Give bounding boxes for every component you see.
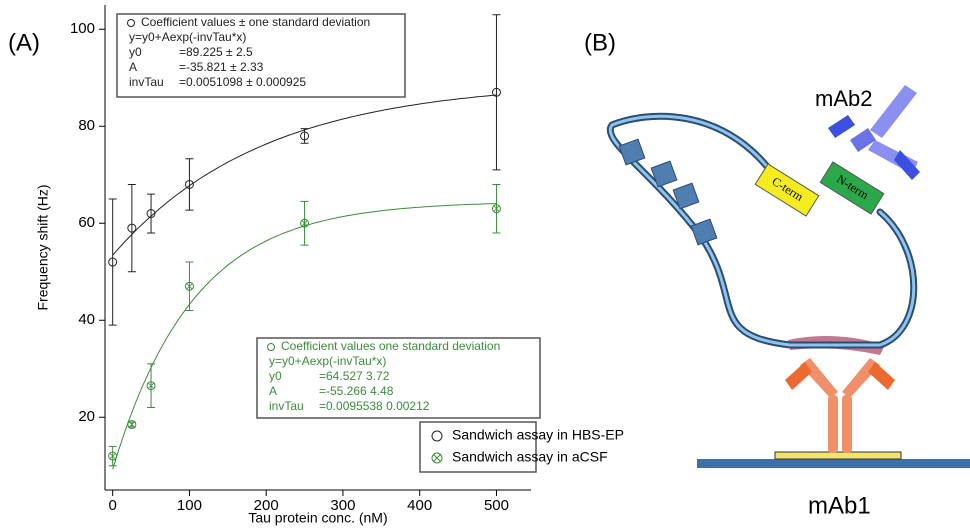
point [184,281,194,291]
fit-box-frame [116,13,406,98]
legend-symbol [431,430,443,442]
fit-box-value: =-55.266 4.48 [319,384,394,398]
point [108,257,118,267]
fit-box-symbol [267,343,275,351]
fit-box-equation: y=y0+Aexp(-invTau*x) [269,354,386,368]
fit-box-symbol [127,19,135,27]
fit-box-frame [256,337,541,419]
mab2-label: mAb2 [815,86,872,111]
legend-symbol [431,452,443,464]
point [146,381,156,391]
fit-box-param: A [269,384,277,398]
x-tick-label: 100 [177,497,202,514]
point [108,451,118,461]
fit-box: Coefficient values one standard deviatio… [256,337,541,419]
legend-label: Sandwich assay in aCSF [452,449,608,465]
legend-frame [419,421,537,473]
legend-label: Sandwich assay in HBS-EP [452,427,624,443]
x-tick-label: 500 [484,497,509,514]
fit-box-equation: y=y0+Aexp(-invTau*x) [129,30,246,44]
error-bar [185,158,194,211]
antibody-mab1 [785,358,895,453]
fit-box-value: =89.225 ± 2.5 [179,45,253,59]
repeat-domains [618,138,718,246]
error-bar [492,14,501,171]
x-tick-label: 0 [109,497,117,514]
error-bar [147,193,156,234]
electrode [774,451,902,460]
point-cross [128,421,135,428]
panel-label: (B) [584,29,616,56]
point-cross [147,382,155,389]
substrate [697,459,970,468]
y-axis-label: Frequency shift (Hz) [35,184,51,310]
y-tick-label: 80 [78,117,95,134]
fit-box: Coefficient values ± one standard deviat… [116,13,406,98]
point-cross [186,283,193,290]
fit-box-heading: Coefficient values ± one standard deviat… [141,15,370,29]
c-term-box: C-term [754,163,820,217]
antibody-mab2 [828,85,920,180]
y-tick-label: 20 [78,408,95,425]
mab1-label: mAb1 [808,492,871,519]
point [127,223,137,233]
point [300,131,310,141]
x-tick-label: 300 [330,497,355,514]
fit-box-value: =64.527 3.72 [319,369,390,383]
y-tick-label: 60 [78,214,95,231]
error-bar [108,198,117,326]
x-axis-label: Tau protein conc. (nM) [248,510,387,526]
fit-box-param: y0 [129,45,142,59]
point-cross [109,452,116,460]
point [184,179,194,189]
y-tick-label: 100 [70,20,95,37]
point-cross [493,205,500,212]
error-bar [127,183,136,273]
point-cross [301,220,308,227]
fit-box-param: A [129,60,137,74]
point [300,218,310,228]
fit-box-value: =0.0051098 ± 0.000925 [179,75,306,89]
point [146,209,156,219]
diagram: C-term N-term mAb2 mAb1 [606,85,970,519]
x-tick-label: 200 [254,497,279,514]
fit-box-param: invTau [129,75,164,89]
point [491,204,501,214]
n-term-box: N-term [819,161,885,215]
y-tick-label: 40 [78,311,95,328]
fit-box-value: =-35.821 ± 2.33 [179,60,264,74]
tau-highlight [608,114,916,347]
fit-box-param: invTau [269,399,304,413]
panel-label: (A) [8,29,40,56]
legend-symbol-cross [433,454,441,462]
point [491,87,501,97]
x-tick-label: 400 [407,497,432,514]
error-bar [300,128,309,144]
fit-box-param: y0 [269,369,282,383]
fit-box-value: =0.0095538 0.00212 [319,399,430,413]
fit-box-heading: Coefficient values one standard deviatio… [281,339,500,353]
point [127,420,137,430]
